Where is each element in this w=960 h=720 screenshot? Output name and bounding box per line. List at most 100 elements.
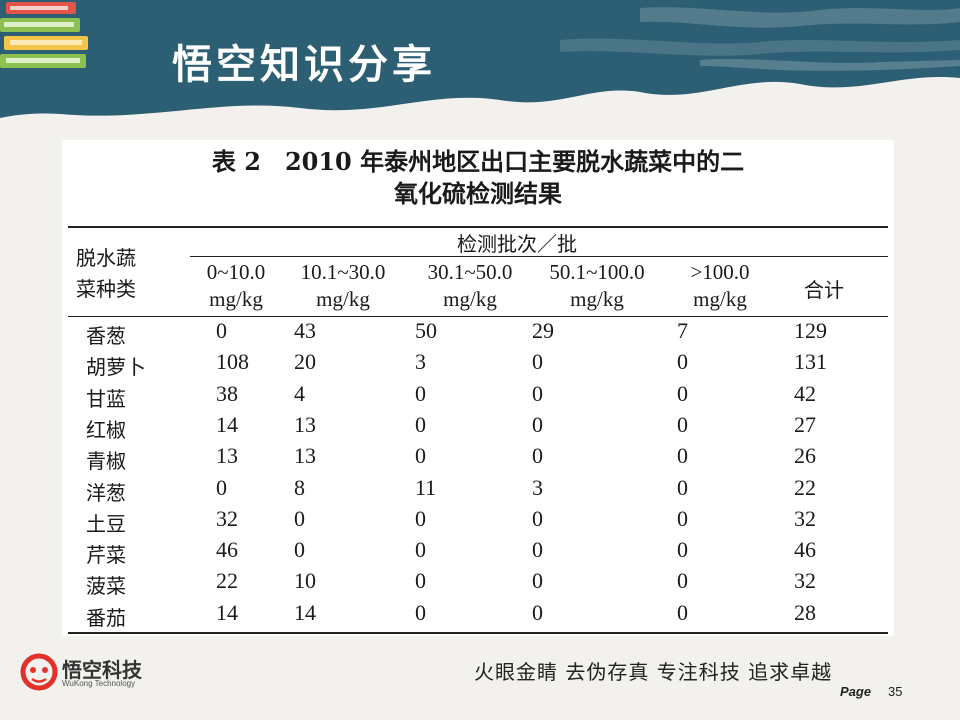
table-cell: 3 — [532, 474, 543, 500]
group-header: 检测批次／批 — [457, 232, 577, 256]
table-cell: 0 — [415, 443, 426, 469]
header-bottom-rule — [68, 316, 888, 317]
table-cell: 46 — [794, 537, 816, 563]
table-cell: 13 — [294, 443, 316, 469]
vegetable-name: 香葱 — [86, 324, 126, 348]
table-cell: 29 — [532, 318, 554, 343]
logo-subtitle: WuKong Technology — [62, 679, 136, 688]
column-header-unit: mg/kg — [570, 287, 624, 311]
table-top-rule — [68, 226, 888, 228]
table-cell: 38 — [216, 380, 238, 406]
table-cell: 7 — [677, 318, 688, 343]
table-cell: 0 — [677, 599, 688, 625]
table-cell: 0 — [294, 537, 305, 563]
table-cell: 14 — [216, 599, 238, 625]
table-cell: 20 — [294, 349, 316, 375]
table-caption: 表 2 2010 年泰州地区出口主要脱水蔬菜中的二 氧化硫检测结果 — [62, 146, 894, 210]
table-cell: 0 — [677, 505, 688, 531]
column-header-range: 0~10.0 — [206, 260, 266, 284]
table-cell: 0 — [677, 411, 688, 437]
column-header-unit: mg/kg — [209, 287, 263, 311]
table-cell: 22 — [794, 474, 816, 500]
table-cell: 131 — [794, 349, 827, 375]
column-header-range: 50.1~100.0 — [549, 260, 645, 284]
vegetable-name: 胡萝卜 — [86, 355, 146, 380]
table-cell: 26 — [794, 443, 816, 469]
table-cell: 0 — [677, 474, 688, 500]
table-cell: 11 — [415, 474, 437, 500]
vegetable-name: 菠菜 — [86, 574, 126, 599]
table-cell: 0 — [677, 537, 688, 563]
table-cell: 0 — [532, 411, 543, 437]
table-cell: 28 — [794, 599, 816, 625]
table-cell: 22 — [216, 568, 238, 594]
table-cell: 0 — [415, 537, 426, 563]
table-cell: 0 — [677, 380, 688, 406]
table-cell: 4 — [294, 380, 305, 406]
vegetable-name: 番茄 — [86, 605, 126, 630]
table-cell: 0 — [216, 474, 227, 500]
table-cell: 42 — [794, 380, 816, 406]
table-cell: 14 — [294, 599, 316, 625]
slogan: 火眼金睛 去伪存真 专注科技 追求卓越 — [474, 660, 833, 684]
table-cell: 0 — [532, 599, 543, 625]
row-header: 脱水蔬 菜种类 — [76, 242, 136, 302]
table-cell: 0 — [677, 568, 688, 594]
table-cell: 8 — [294, 474, 305, 500]
table-cell: 32 — [794, 505, 816, 531]
table-cell: 0 — [677, 443, 688, 469]
group-header-rule — [190, 256, 888, 257]
table-cell: 129 — [794, 318, 827, 343]
table-cell: 13 — [294, 411, 316, 437]
column-header-range: 30.1~50.0 — [427, 260, 513, 284]
table-cell: 13 — [216, 443, 238, 469]
table-cell: 0 — [415, 599, 426, 625]
banner-brush-shape — [0, 0, 960, 118]
column-header-range: >100.0 — [690, 260, 750, 284]
table-cell: 3 — [415, 349, 426, 375]
table-cell: 46 — [216, 537, 238, 563]
column-header: 50.1~100.0 mg/kg — [537, 260, 657, 312]
vegetable-name: 土豆 — [86, 511, 126, 536]
wukong-logo-icon — [20, 653, 58, 691]
column-header-unit: mg/kg — [316, 287, 370, 311]
column-header: 0~10.0 mg/kg — [176, 260, 296, 312]
row-header-line2: 菜种类 — [76, 277, 136, 301]
table-cell: 0 — [532, 505, 543, 531]
column-header-unit: mg/kg — [693, 287, 747, 311]
column-header: 30.1~50.0 mg/kg — [410, 260, 530, 312]
table-cell: 32 — [794, 568, 816, 594]
logo-name: 悟空科技 — [62, 658, 142, 682]
table-cell: 0 — [532, 568, 543, 594]
column-header: >100.0 mg/kg — [660, 260, 780, 312]
table-cell: 0 — [415, 380, 426, 406]
table-caption-line1: 表 2 2010 年泰州地区出口主要脱水蔬菜中的二 — [211, 147, 745, 176]
header-banner: 悟空知识分享 — [0, 0, 960, 130]
column-header-range: 10.1~30.0 — [300, 260, 386, 284]
table-cell: 0 — [532, 443, 543, 469]
row-header-line1: 脱水蔬 — [76, 246, 136, 270]
vegetable-name: 青椒 — [86, 449, 126, 474]
table-cell: 27 — [794, 411, 816, 437]
vegetable-name: 洋葱 — [86, 480, 126, 505]
table-cell: 0 — [294, 505, 305, 531]
table-cell: 32 — [216, 505, 238, 531]
total-header: 合计 — [804, 278, 844, 302]
table-cell: 0 — [415, 568, 426, 594]
table-card: 表 2 2010 年泰州地区出口主要脱水蔬菜中的二 氧化硫检测结果 脱水蔬 菜种… — [62, 140, 894, 636]
table-cell: 0 — [415, 411, 426, 437]
column-header: 10.1~30.0 mg/kg — [283, 260, 403, 312]
header-title: 悟空知识分享 — [172, 42, 436, 88]
table-cell: 50 — [415, 318, 437, 343]
table-cell: 14 — [216, 411, 238, 437]
page-number: 35 — [888, 684, 903, 699]
table-cell: 0 — [216, 318, 227, 343]
vegetable-name: 甘蓝 — [86, 386, 126, 411]
table-cell: 0 — [532, 537, 543, 563]
books-icon — [0, 2, 88, 68]
table-caption-line2: 氧化硫检测结果 — [394, 179, 562, 208]
table-cell: 0 — [677, 349, 688, 375]
table-cell: 108 — [216, 349, 249, 375]
table-cell: 43 — [294, 318, 316, 343]
table-bottom-rule — [68, 632, 888, 634]
